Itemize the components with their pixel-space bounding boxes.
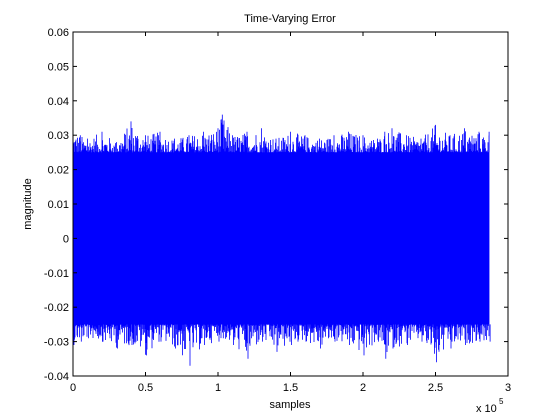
y-axis-label: magnitude bbox=[22, 178, 34, 229]
y-tick-label: -0.02 bbox=[44, 302, 69, 314]
x-tick-label: 0.5 bbox=[138, 382, 153, 394]
y-tick-label: -0.04 bbox=[44, 371, 69, 383]
y-tick-label: -0.01 bbox=[44, 268, 69, 280]
y-tick-label: 0.06 bbox=[48, 27, 69, 39]
series-layer bbox=[72, 114, 491, 366]
x-tick-label: 2.5 bbox=[428, 382, 443, 394]
x-tick-label: 2 bbox=[360, 382, 366, 394]
x-axis-multiplier-exponent: 5 bbox=[499, 397, 504, 406]
y-tick-label: 0.01 bbox=[48, 199, 69, 211]
x-tick-label: 1.5 bbox=[283, 382, 298, 394]
y-tick-label: 0.02 bbox=[48, 165, 69, 177]
y-tick-label: 0.03 bbox=[48, 130, 69, 142]
x-tick-label: 0 bbox=[70, 382, 76, 394]
ticks-layer: 0 0.5 1 1.5 2 2.5 3 -0.04 -0.03 -0.02 -0.01 0 0.01 0.… bbox=[44, 27, 511, 394]
y-tick-label: 0 bbox=[63, 233, 69, 245]
y-tick-label: 0.05 bbox=[48, 61, 69, 73]
x-axis-multiplier: x 10 bbox=[476, 403, 497, 415]
x-tick-label: 1 bbox=[215, 382, 221, 394]
chart-title: Time-Varying Error bbox=[244, 13, 336, 25]
x-tick-label: 3 bbox=[505, 382, 511, 394]
y-tick-label: 0.04 bbox=[48, 96, 69, 108]
y-tick-label: -0.03 bbox=[44, 337, 69, 349]
x-axis-label: samples bbox=[270, 399, 311, 411]
